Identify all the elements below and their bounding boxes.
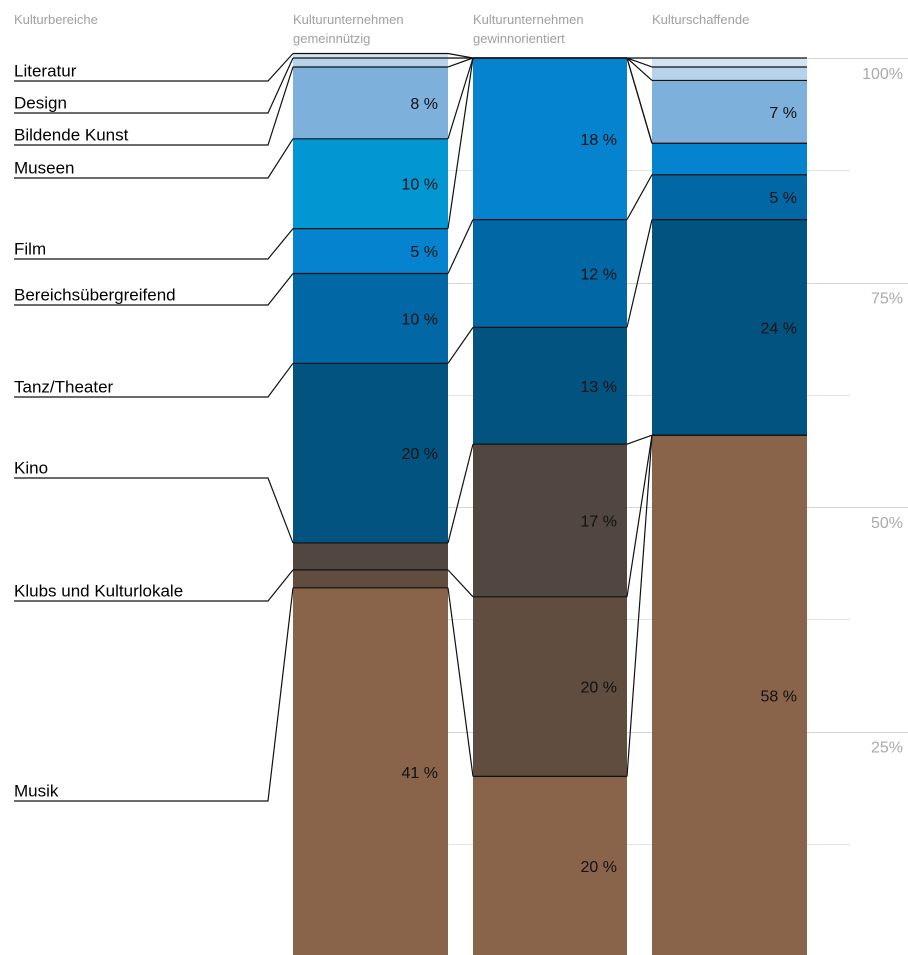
column-header-gewinnorientiert: Kulturunternehmen gewinnorientiert [473,10,633,48]
bar-segment-musik [473,776,627,955]
legend-label-bereichsuebergreifend: Bereichsübergreifend [14,285,176,304]
data-label: 20 % [402,446,438,463]
legend-label-film: Film [14,239,46,258]
legend-label-tanz-theater: Tanz/Theater [14,377,114,396]
column-header-line: Kulturschaffende [652,12,750,27]
bar-segment-bereichsuebergreifend [652,174,807,220]
connector-line [447,57,474,229]
connector-line [626,434,653,445]
legend-leader-line [14,569,294,602]
legend-leader-line [14,273,294,306]
data-label: 5 % [410,244,438,261]
connector-line [447,327,474,364]
connector-line [447,52,474,59]
legend-label-design: Design [14,93,67,112]
legend-leader-line [14,228,294,260]
legend-label-museen: Museen [14,158,74,177]
connector-line [447,587,474,777]
column-header-line: gemeinnützig [293,31,371,46]
column-header-line: Kulturunternehmen [293,12,404,27]
legend-leader-line [14,53,294,82]
bar-segment-design [293,58,448,67]
connector-line [447,57,474,68]
data-label: 24 % [761,320,797,337]
bar-segment-film [293,228,448,274]
bar-segment-bildende-kunst [293,66,448,139]
connector-line [447,443,474,544]
bar-segment-klubs-und-kulturlokale [293,569,448,588]
bar-segment-literatur [293,53,448,58]
legend-leader-line [14,57,294,114]
data-label: 8 % [410,96,438,113]
data-label: 5 % [769,190,797,207]
data-label: 58 % [761,689,797,706]
bar-segment-kino [473,444,627,597]
bar-segment-museen [293,138,448,229]
legend-label-kino: Kino [14,458,48,477]
bar-segment-musik [293,587,448,955]
data-label: 41 % [402,765,438,782]
bar-segment-bereichsuebergreifend [473,219,627,328]
bar-segment-kino [293,542,448,570]
bar-segment-literatur [652,58,807,67]
data-label: 20 % [581,859,617,876]
legend-label-musik: Musik [14,781,59,800]
connector-line [626,57,653,81]
bar-segment-klubs-und-kulturlokale [473,596,627,777]
bar-segment-bildende-kunst [652,80,807,144]
data-label: 12 % [581,267,617,284]
connector-line [447,57,474,139]
category-header: Kulturbereiche [14,12,98,27]
connector-line [626,174,653,220]
legend-leader-line [14,477,294,544]
bar-segment-musik [652,435,807,955]
bar-segment-tanz-theater [293,363,448,543]
data-label: 7 % [769,105,797,122]
bar-segment-tanz-theater [473,327,627,445]
legend-leader-line [14,362,294,398]
y-tick-label: 25% [871,740,903,757]
bar-segment-bereichsuebergreifend [293,273,448,364]
data-label: 17 % [581,513,617,530]
bar-segment-design [652,66,807,81]
connector-line [626,57,653,68]
connector-line [626,57,653,144]
connector-line [447,569,474,598]
data-label: 18 % [581,132,617,149]
column-header-line: Kulturunternehmen [473,12,584,27]
data-label: 13 % [581,379,617,396]
column-header-line: gewinnorientiert [473,31,565,46]
column-header-gemeinnuetzig: Kulturunternehmen gemeinnützig [293,10,453,48]
connector-line [626,435,653,777]
data-label: 20 % [581,680,617,697]
legend-leader-line [14,66,294,146]
legend-label-bildende-kunst: Bildende Kunst [14,125,129,144]
legend-leader-line [14,587,294,802]
bar-segment-tanz-theater [652,219,807,436]
legend-label-literatur: Literatur [14,61,77,80]
column-header-kulturschaffende: Kulturschaffende [652,10,812,29]
connector-line [626,219,653,328]
y-tick-label: 100% [862,66,903,83]
bar-segment-film [473,58,627,220]
data-label: 10 % [402,177,438,194]
y-tick-label: 50% [871,515,903,532]
connector-line [447,219,474,274]
legend-leader-line [14,138,294,179]
y-tick-label: 75% [871,291,903,308]
connector-line [626,435,653,597]
bar-segment-film [652,143,807,175]
data-label: 10 % [402,311,438,328]
legend-label-klubs-und-kulturlokale: Klubs und Kulturlokale [14,581,183,600]
